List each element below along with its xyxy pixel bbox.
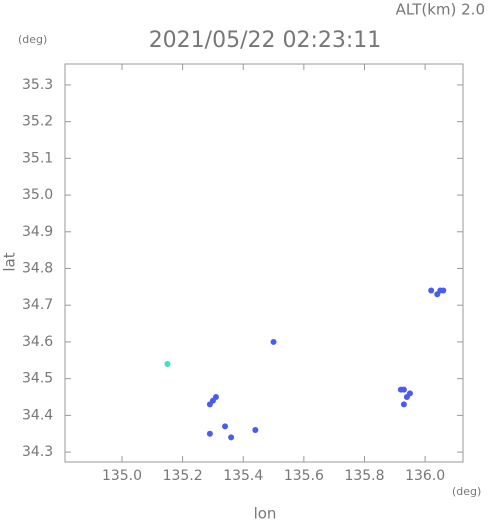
echo-point	[434, 291, 441, 298]
echo-point	[252, 427, 259, 434]
x-tick-label: 135.4	[223, 468, 263, 484]
echo-point	[397, 386, 404, 393]
y-tick-label: 35.3	[22, 77, 53, 93]
echo-point	[212, 394, 219, 401]
echo-point	[400, 401, 407, 408]
y-tick-label: 35.2	[22, 114, 53, 130]
chart-title: 2021/05/22 02:23:11	[149, 28, 382, 53]
echo-point	[270, 338, 277, 345]
echo-point	[428, 287, 435, 294]
y-tick-label: 34.9	[22, 224, 53, 240]
y-tick-label: 34.3	[22, 444, 53, 460]
y-unit: (deg)	[18, 33, 47, 46]
x-tick-label: 135.2	[163, 468, 203, 484]
y-tick-label: 34.8	[22, 261, 53, 277]
echo-point	[164, 360, 171, 367]
echo-point	[228, 434, 235, 441]
y-tick-label: 34.7	[22, 297, 53, 313]
echo-point	[440, 287, 447, 294]
y-tick-label: 34.6	[22, 334, 53, 350]
y-tick-label: 34.4	[22, 407, 53, 423]
y-tick-label: 35.1	[22, 150, 53, 166]
echo-point	[222, 423, 229, 430]
y-axis-label: lat	[1, 252, 19, 271]
y-tick-label: 35.0	[22, 187, 53, 203]
x-axis-label: lon	[254, 505, 277, 522]
y-tick-label: 34.5	[22, 371, 53, 387]
x-tick-label: 135.8	[344, 468, 384, 484]
echo-point	[406, 390, 413, 397]
x-tick-label: 136.0	[405, 468, 445, 484]
x-tick-label: 135.6	[284, 468, 324, 484]
echo-point	[206, 430, 213, 437]
plot-frame	[64, 63, 464, 463]
x-unit: (deg)	[452, 485, 481, 498]
x-tick-label: 135.0	[102, 468, 142, 484]
altitude-label: ALT(km) 2.0	[396, 1, 485, 19]
